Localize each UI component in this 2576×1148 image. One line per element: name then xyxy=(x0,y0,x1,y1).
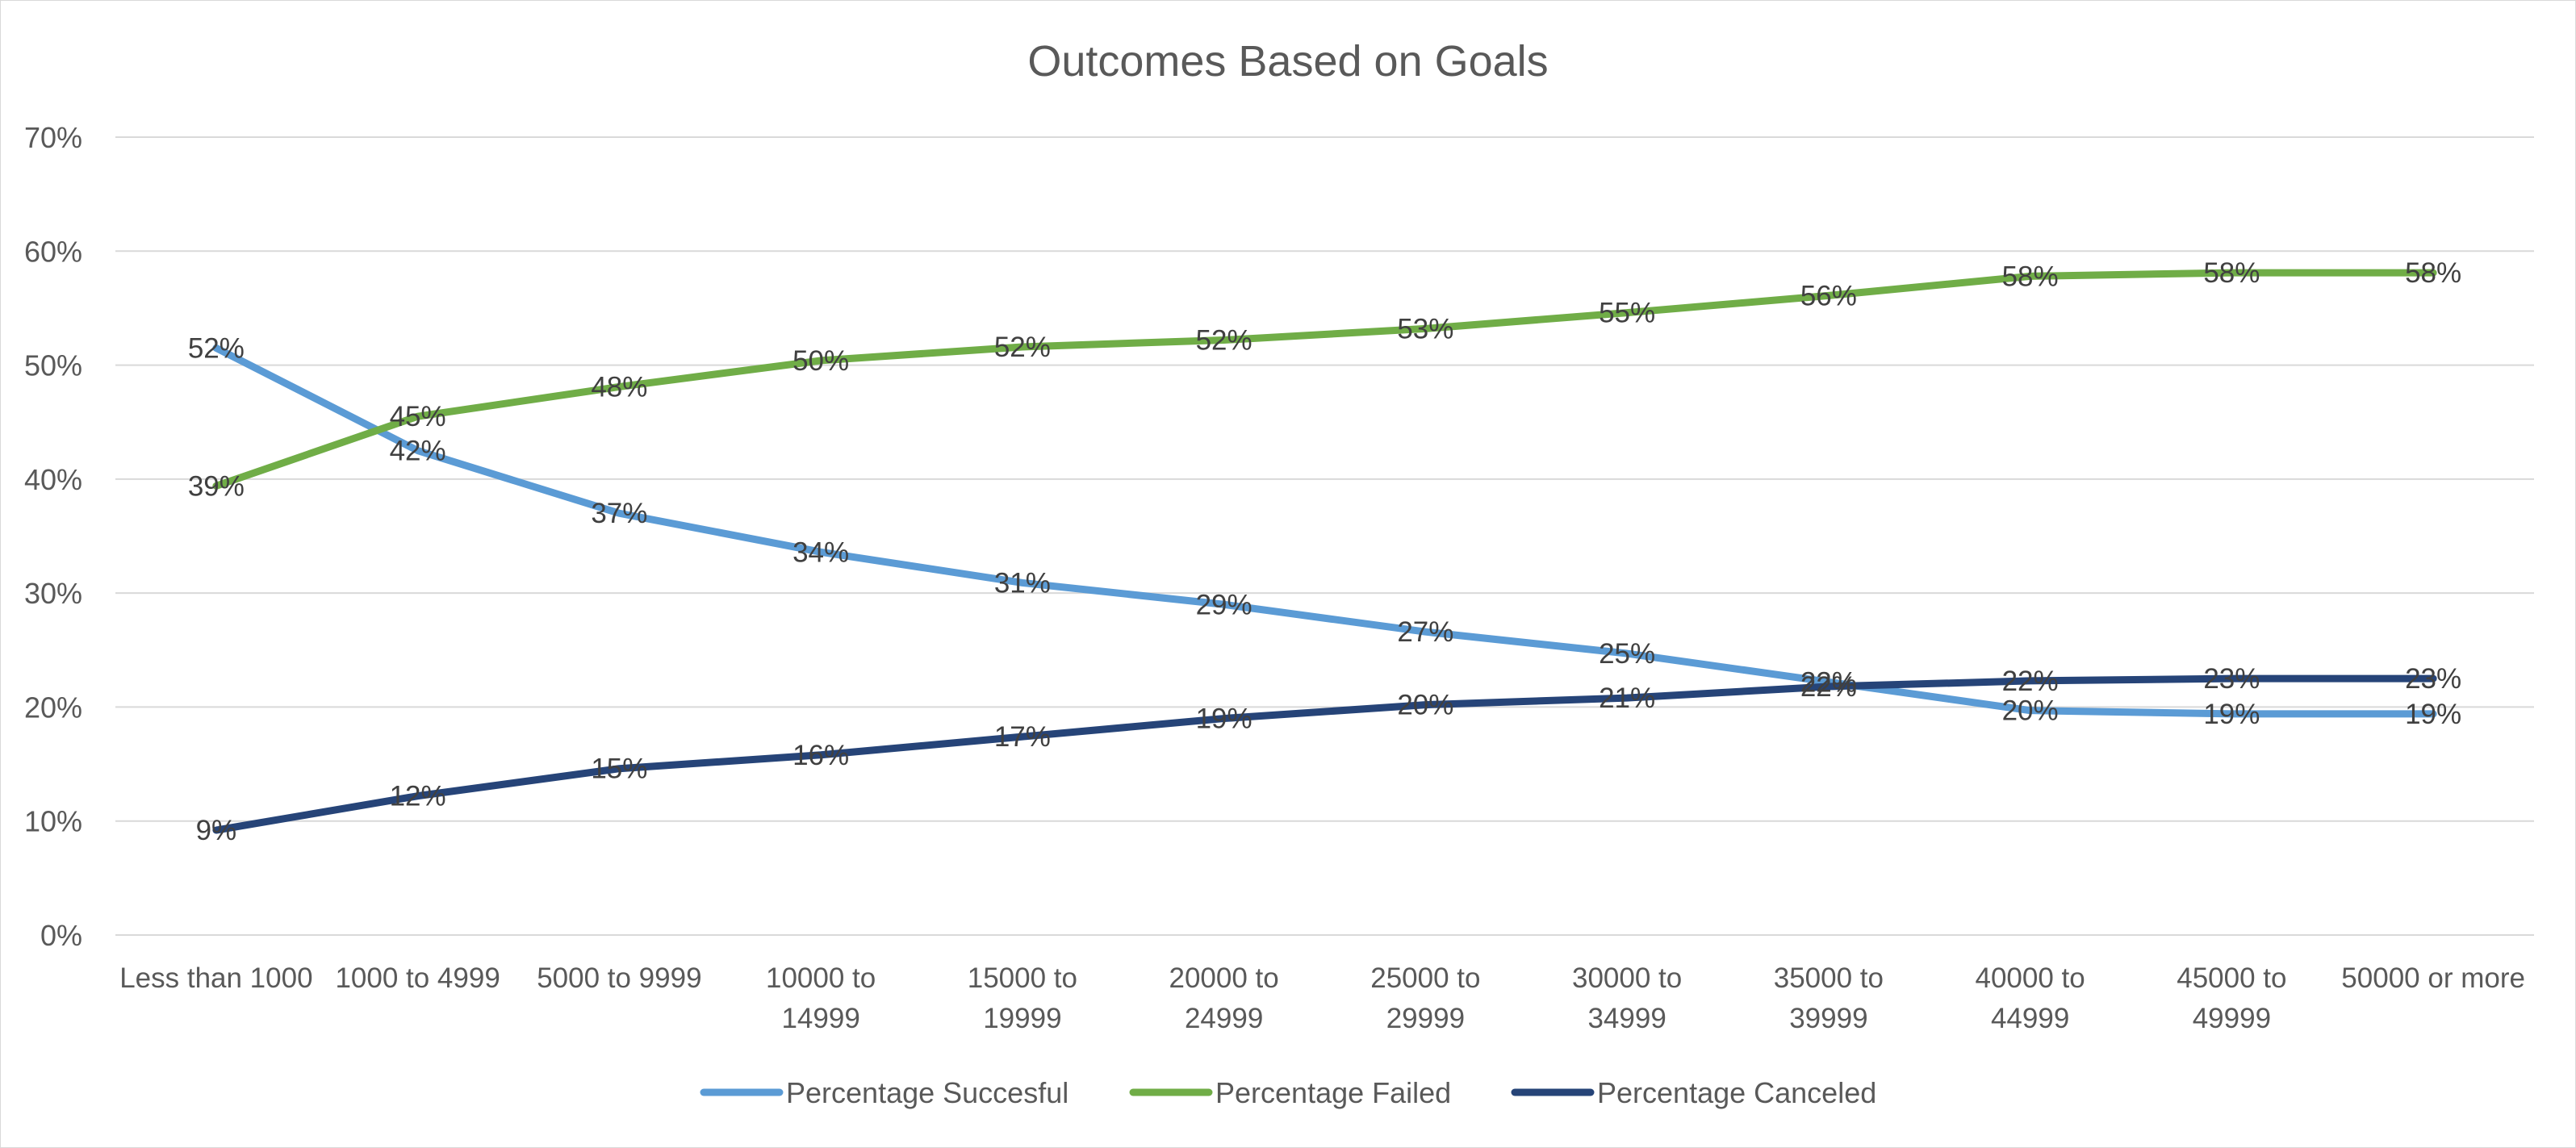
data-label: 58% xyxy=(2405,257,2461,289)
data-label: 58% xyxy=(2203,257,2260,289)
data-label: 52% xyxy=(994,332,1051,363)
x-tick-label: 10000 to 14999 xyxy=(766,962,876,1034)
y-tick-label: 20% xyxy=(24,691,82,724)
x-tick-label: 1000 to 4999 xyxy=(335,962,500,994)
x-tick-label: 45000 to 49999 xyxy=(2177,962,2286,1034)
data-label: 58% xyxy=(2002,261,2059,292)
x-tick-label: 35000 to 39999 xyxy=(1774,962,1884,1034)
data-label: 12% xyxy=(390,781,446,812)
data-label: 23% xyxy=(2203,663,2260,695)
y-tick-label: 40% xyxy=(24,463,82,496)
y-tick-label: 10% xyxy=(24,805,82,838)
y-axis-tick-labels: 0% 10% 20% 30% 40% 50% 60% 70% xyxy=(24,121,82,952)
data-label: 53% xyxy=(1397,313,1453,344)
legend: Percentage Succesful Percentage Failed Per… xyxy=(700,1076,1876,1109)
legend-label: Percentage Succesful xyxy=(786,1076,1068,1109)
data-label: 15% xyxy=(591,754,647,785)
data-label: 25% xyxy=(1599,638,1655,670)
data-label: 20% xyxy=(1397,690,1453,721)
data-label: 20% xyxy=(2002,695,2059,727)
legend-label: Percentage Failed xyxy=(1215,1076,1451,1109)
x-tick-label: 50000 or more xyxy=(2341,962,2525,994)
x-tick-label: 40000 to 44999 xyxy=(1976,962,2085,1034)
x-tick-label: Less than 1000 xyxy=(119,962,312,994)
y-tick-label: 70% xyxy=(24,121,82,154)
series-line xyxy=(212,269,2437,490)
legend-label: Percentage Canceled xyxy=(1597,1076,1876,1109)
data-label: 55% xyxy=(1599,298,1655,329)
y-tick-label: 0% xyxy=(40,919,82,952)
data-label: 9% xyxy=(196,815,237,846)
data-label: 23% xyxy=(2405,663,2461,695)
data-label: 42% xyxy=(390,436,446,467)
data-label: 19% xyxy=(2203,699,2260,730)
data-label: 17% xyxy=(994,721,1051,753)
x-tick-label: 15000 to 19999 xyxy=(968,962,1077,1034)
data-label: 34% xyxy=(792,536,849,568)
y-tick-label: 50% xyxy=(24,349,82,382)
data-label: 22% xyxy=(1800,671,1857,703)
data-label: 27% xyxy=(1397,616,1453,648)
data-label: 31% xyxy=(994,567,1051,599)
data-label: 52% xyxy=(188,332,245,364)
data-label: 29% xyxy=(1196,589,1252,620)
x-axis-tick-labels: Less than 1000 1000 to 4999 5000 to 9999 10… xyxy=(119,962,2525,1034)
x-tick-label: 20000 to 24999 xyxy=(1169,962,1279,1034)
data-label: 39% xyxy=(188,470,245,502)
series-lines xyxy=(212,269,2437,834)
data-label: 50% xyxy=(792,345,849,377)
y-tick-label: 60% xyxy=(24,235,82,268)
series-line xyxy=(212,344,2437,718)
x-tick-label: 25000 to 29999 xyxy=(1370,962,1480,1034)
data-label: 22% xyxy=(2002,666,2059,697)
data-label: 48% xyxy=(591,371,647,403)
data-label: 37% xyxy=(591,498,647,529)
chart-title: Outcomes Based on Goals xyxy=(1027,37,1548,86)
x-tick-label: 5000 to 9999 xyxy=(537,962,701,994)
data-label: 19% xyxy=(1196,703,1252,735)
series-line xyxy=(212,674,2437,834)
y-tick-label: 30% xyxy=(24,577,82,610)
data-label: 52% xyxy=(1196,324,1252,356)
data-label: 21% xyxy=(1599,683,1655,714)
data-label: 45% xyxy=(390,401,446,432)
data-label: 19% xyxy=(2405,699,2461,730)
data-label: 56% xyxy=(1800,280,1857,311)
data-label: 22% xyxy=(1800,666,1857,698)
data-label: 16% xyxy=(792,740,849,771)
gridlines xyxy=(115,136,2534,936)
x-tick-label: 30000 to 34999 xyxy=(1572,962,1682,1034)
data-labels: 52%42%37%34%31%29%27%25%22%20% 19% 19%39%4… xyxy=(188,257,2461,846)
